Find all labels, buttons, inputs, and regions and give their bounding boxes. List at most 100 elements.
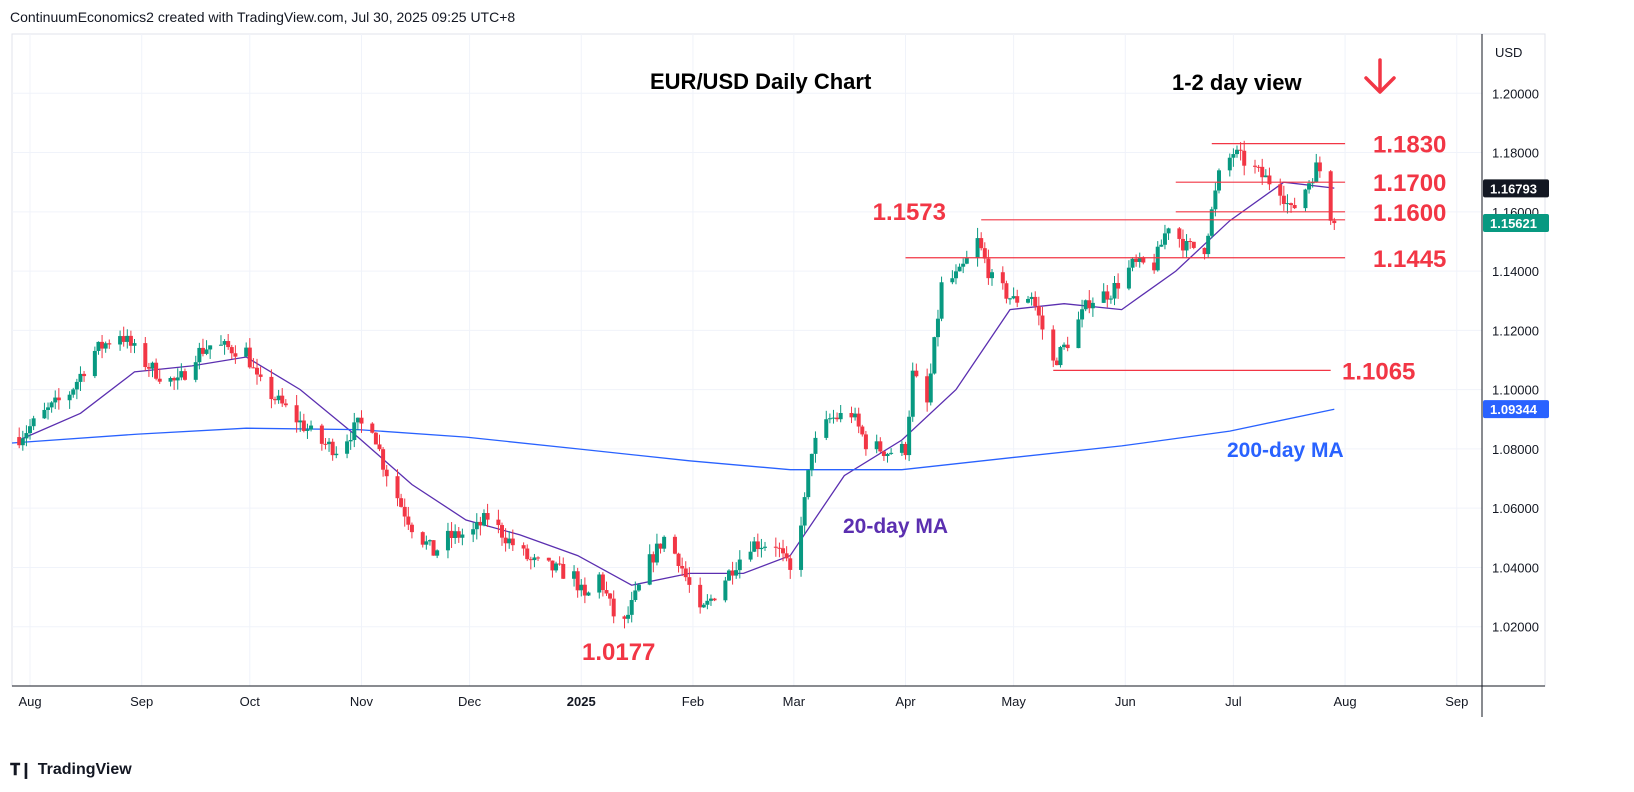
candle-body (273, 399, 278, 401)
tradingview-logo-icon: 𝐓❙ (10, 762, 33, 779)
candle (273, 396, 278, 405)
candle-body (806, 470, 811, 498)
time-tick-label: Oct (240, 694, 261, 709)
candle-body (1253, 165, 1258, 167)
price-badge-label: 1.09344 (1490, 402, 1538, 417)
candle-body (1216, 170, 1221, 191)
candle (863, 430, 868, 456)
candle (485, 503, 490, 527)
ma-20-line (18, 181, 1335, 586)
candle (92, 346, 97, 379)
candle (103, 341, 108, 353)
candle-body (579, 584, 584, 591)
candle (925, 368, 930, 412)
candle (561, 557, 566, 579)
candle-body (424, 541, 429, 545)
candle-body (705, 600, 710, 605)
candles (17, 140, 1337, 629)
candle-body (626, 614, 631, 619)
candle-body (853, 413, 858, 418)
candle-body (1083, 300, 1088, 310)
candle (809, 453, 814, 477)
candle (827, 413, 832, 424)
candle-body (636, 584, 641, 591)
candle (1303, 188, 1308, 212)
price-axis[interactable]: 1.02000 1.04000 1.06000 1.08000 1.10000 1.120… (1481, 34, 1539, 717)
candle-body (56, 397, 61, 401)
candle (773, 537, 778, 557)
candle (1033, 291, 1038, 311)
candle (1235, 145, 1239, 158)
candle-body (784, 553, 789, 559)
candle (172, 376, 177, 390)
candle-body (435, 550, 440, 556)
candle (903, 441, 908, 460)
candle-body (193, 362, 198, 380)
candle-body (874, 441, 879, 450)
candle (1087, 290, 1092, 314)
candle (370, 422, 375, 434)
candle (132, 338, 137, 354)
candle (849, 406, 854, 424)
candle (1130, 257, 1135, 272)
candle (409, 522, 414, 539)
candle-body (1080, 309, 1085, 320)
candle (352, 412, 357, 448)
candle-body (146, 367, 151, 369)
time-axis[interactable]: Aug Sep Oct Nov Dec 2025 Feb Mar Apr May Jun Jul Aug… (12, 685, 1545, 709)
price-tick-label: 1.20000 (1492, 86, 1539, 101)
candle (521, 542, 526, 556)
level-label: 1.1573 (873, 199, 946, 226)
candle (853, 407, 858, 421)
candle (874, 434, 879, 454)
candle-body (330, 441, 335, 456)
candle (1162, 224, 1167, 250)
candle-body (121, 336, 126, 342)
candle-body (17, 437, 22, 446)
candle-body (701, 604, 706, 608)
candle-body (78, 373, 83, 382)
candle (175, 368, 180, 390)
candle (399, 493, 404, 508)
candle (1177, 227, 1182, 248)
candle (1036, 296, 1041, 326)
candle (1011, 287, 1016, 300)
footer-brand[interactable]: 𝐓❙ TradingView (10, 760, 132, 780)
candle-body (611, 598, 616, 617)
candle-body (557, 563, 562, 565)
candle-body (708, 598, 713, 601)
candle (939, 276, 944, 322)
candle (1112, 275, 1117, 306)
price-tick-label: 1.12000 (1492, 323, 1539, 338)
candle-body (125, 335, 130, 342)
candle-body (950, 278, 955, 283)
candle-body (1015, 296, 1020, 303)
candle-body (226, 341, 231, 348)
candle (384, 464, 389, 487)
candle-body (878, 441, 883, 452)
candle-body (1008, 298, 1013, 300)
candle-body (521, 545, 526, 549)
candle-body (244, 347, 249, 357)
candle-body (1202, 247, 1207, 255)
candle-body (1191, 241, 1196, 248)
candle (56, 388, 61, 410)
candle (168, 376, 173, 387)
candle-body (824, 419, 829, 438)
candle-body (1062, 344, 1067, 348)
candle (1134, 254, 1139, 267)
candle-body (229, 347, 234, 354)
candle (651, 551, 656, 573)
candle (478, 516, 483, 536)
candle-body (975, 238, 980, 258)
candle-body (525, 548, 530, 560)
candle-body (737, 559, 742, 571)
candle (96, 341, 101, 355)
candle-body (67, 394, 72, 401)
candle-body (373, 432, 378, 445)
candle-body (431, 540, 436, 556)
ma-200-line (11, 408, 1335, 471)
candle (838, 404, 843, 423)
candle (723, 576, 728, 603)
